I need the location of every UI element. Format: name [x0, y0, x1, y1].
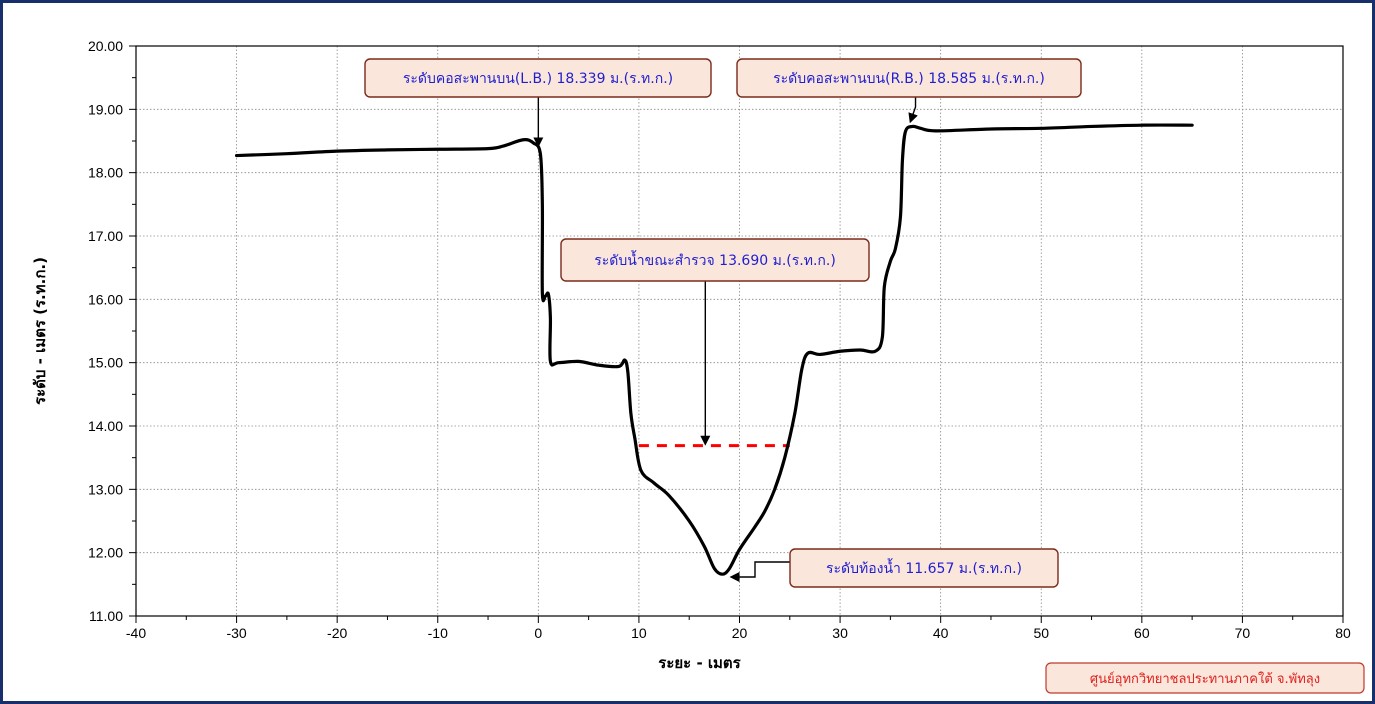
x-tick-label: 40 — [933, 625, 949, 641]
y-tick-label: 13.00 — [88, 481, 123, 497]
y-tick-label: 12.00 — [88, 545, 123, 561]
x-tick-label: -10 — [428, 625, 448, 641]
annotation-arrow — [729, 561, 790, 582]
x-tick-label: -20 — [327, 625, 347, 641]
y-tick-label: 19.00 — [88, 101, 123, 117]
annotation-arrow — [908, 97, 918, 124]
y-axis-title: ระดับ - เมตร (ร.ท.ก.) — [31, 257, 49, 405]
x-tick-label: 50 — [1033, 625, 1049, 641]
x-axis-title: ระยะ - เมตร — [658, 654, 741, 672]
x-tick-label: -40 — [126, 625, 146, 641]
annotation-box — [789, 548, 1059, 588]
y-tick-label: 14.00 — [88, 418, 123, 434]
credit-box — [1045, 662, 1365, 694]
x-tick-label: 0 — [534, 625, 542, 641]
y-tick-label: 15.00 — [88, 355, 123, 371]
annotation-label: ระดับน้ำขณะสำรวจ 13.690 ม.(ร.ท.ก.) — [594, 250, 836, 269]
x-tick-label: 20 — [732, 625, 748, 641]
y-tick-label: 17.00 — [88, 228, 123, 244]
x-tick-label: 60 — [1134, 625, 1150, 641]
y-tick-label: 18.00 — [88, 165, 123, 181]
y-tick-label: 16.00 — [88, 291, 123, 307]
x-tick-label: 80 — [1335, 625, 1351, 641]
x-tick-label: -30 — [226, 625, 246, 641]
cross-section-line — [234, 123, 1194, 576]
annotation-label: ระดับท้องน้ำ 11.657 ม.(ร.ท.ก.) — [826, 558, 1022, 577]
y-tick-label: 11.00 — [89, 608, 123, 624]
credit-label: ศูนย์อุทกวิทยาชลประทานภาคใต้ จ.พัทลุง — [1090, 671, 1320, 687]
annotation-box — [560, 238, 870, 282]
annotation-label: ระดับคอสะพานบน(L.B.) 18.339 ม.(ร.ท.ก.) — [403, 71, 673, 87]
y-tick-label: 20.00 — [88, 38, 123, 54]
annotation-box — [736, 58, 1082, 98]
x-tick-label: 70 — [1235, 625, 1251, 641]
cross-section-chart: -40 -30 -20 -10 0 10 20 30 40 50 60 70 80 11.00 12.00 1… — [31, 38, 1365, 694]
x-tick-label: 30 — [832, 625, 848, 641]
annotation-box — [364, 58, 712, 98]
x-tick-label: 10 — [631, 625, 647, 641]
annotation-label: ระดับคอสะพานบน(R.B.) 18.585 ม.(ร.ท.ก.) — [773, 71, 1045, 87]
